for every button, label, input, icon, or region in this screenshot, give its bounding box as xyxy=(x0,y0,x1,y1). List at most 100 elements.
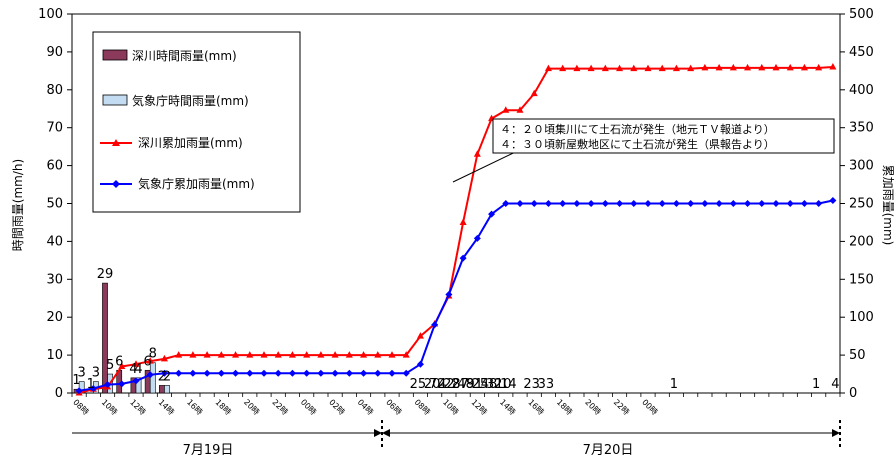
bar-value-label: 48 xyxy=(457,377,474,392)
point-fukagawa-cumulative xyxy=(317,351,325,358)
point-fukagawa-cumulative xyxy=(175,351,183,358)
x-tick-label: 14時 xyxy=(498,398,517,417)
point-jma-cumulative xyxy=(246,369,254,377)
point-fukagawa-cumulative xyxy=(829,63,837,70)
point-jma-cumulative xyxy=(431,321,439,329)
point-jma-cumulative xyxy=(587,200,595,207)
bar-value-label: 1 xyxy=(72,373,80,388)
y-left-tick-label: 40 xyxy=(46,234,63,249)
point-fukagawa-cumulative xyxy=(601,64,609,72)
x-tick-label: 16時 xyxy=(526,398,545,417)
point-jma-cumulative xyxy=(118,380,126,388)
x-tick-label: 00時 xyxy=(299,398,318,417)
point-jma-cumulative xyxy=(573,200,581,207)
x-tick-label: 00時 xyxy=(640,398,659,417)
y-left-tick-label: 30 xyxy=(46,272,63,287)
bar-value-label: 6 xyxy=(144,354,152,369)
point-jma-cumulative xyxy=(217,369,225,377)
day-arrow-2-tail xyxy=(382,429,390,437)
point-jma-cumulative xyxy=(530,200,538,207)
point-fukagawa-cumulative xyxy=(573,64,581,72)
bar-value-label: 4 xyxy=(134,362,142,377)
legend-label-fukagawa-bar: 深川時間雨量(mm) xyxy=(132,49,237,63)
y-left-tick-label: 10 xyxy=(46,348,63,363)
point-fukagawa-cumulative xyxy=(260,351,268,358)
point-jma-cumulative xyxy=(644,200,652,207)
point-jma-cumulative xyxy=(288,369,296,377)
point-fukagawa-cumulative xyxy=(772,63,780,71)
point-jma-cumulative xyxy=(445,290,453,298)
point-fukagawa-cumulative xyxy=(331,351,339,358)
point-jma-cumulative xyxy=(815,200,823,207)
bar-value-label: 22 xyxy=(443,377,460,392)
bar-value-label: 91 xyxy=(466,377,483,392)
y-right-tick-label: 250 xyxy=(849,197,874,212)
point-fukagawa-cumulative xyxy=(416,332,424,339)
point-jma-cumulative xyxy=(189,369,197,377)
x-tick-label: 10時 xyxy=(100,398,119,417)
x-tick-label: 22時 xyxy=(270,398,289,417)
point-jma-cumulative xyxy=(402,369,410,377)
legend-frame xyxy=(92,31,301,213)
point-jma-cumulative xyxy=(658,200,666,207)
x-tick-label: 08時 xyxy=(71,398,90,417)
point-fukagawa-cumulative xyxy=(345,351,353,358)
point-fukagawa-cumulative xyxy=(744,63,752,71)
point-fukagawa-cumulative xyxy=(715,63,723,71)
point-fukagawa-cumulative xyxy=(303,351,311,358)
point-fukagawa-cumulative xyxy=(516,106,524,113)
point-fukagawa-cumulative xyxy=(672,64,680,72)
y-left-tick-label: 0 xyxy=(55,386,63,401)
point-fukagawa-cumulative xyxy=(146,357,154,364)
point-fukagawa-cumulative xyxy=(360,351,368,358)
bar-value-label: 3 xyxy=(78,366,86,381)
bar-value-label: 10 xyxy=(495,377,512,392)
point-fukagawa-cumulative xyxy=(758,63,766,71)
point-fukagawa-cumulative xyxy=(274,351,282,358)
bar-value-label: 48 xyxy=(481,377,498,392)
bar-value-label: 1 xyxy=(87,377,95,392)
point-fukagawa-cumulative xyxy=(587,64,595,72)
bar-value-label: 8 xyxy=(149,347,157,362)
bar-value-label: 20 xyxy=(424,377,441,392)
point-fukagawa-cumulative xyxy=(786,63,794,71)
legend-label-fukagawa-line: 深川累加雨量(mm) xyxy=(138,136,243,150)
bar-value-label: 4 xyxy=(129,362,137,377)
point-fukagawa-cumulative xyxy=(288,351,296,358)
point-fukagawa-cumulative xyxy=(644,64,652,72)
bar-jma-hourly xyxy=(164,385,170,394)
bar-fukagawa-hourly xyxy=(159,385,165,394)
y-left-tick-label: 50 xyxy=(46,197,63,212)
point-jma-cumulative xyxy=(672,200,680,207)
point-jma-cumulative xyxy=(459,254,467,262)
bar-value-label: 2 xyxy=(158,369,166,384)
x-tick-label: 08時 xyxy=(413,398,432,417)
point-jma-cumulative xyxy=(374,369,382,377)
point-jma-cumulative xyxy=(360,369,368,377)
x-tick-label: 10時 xyxy=(441,398,460,417)
bar-value-label: 25 xyxy=(472,377,489,392)
x-tick-label: 12時 xyxy=(128,398,147,417)
point-jma-cumulative xyxy=(616,200,624,207)
point-jma-cumulative xyxy=(388,369,396,377)
x-tick-label: 04時 xyxy=(356,398,375,417)
point-fukagawa-cumulative xyxy=(530,89,538,97)
point-fukagawa-cumulative xyxy=(630,64,638,72)
point-fukagawa-cumulative xyxy=(118,362,126,369)
bar-value-label: 23 xyxy=(523,377,540,392)
annotation-line-1: ４：２０頃集川にて土石流が発生（地元ＴＶ報道より） xyxy=(500,122,775,136)
point-fukagawa-cumulative xyxy=(160,354,168,362)
y-left-tick-label: 70 xyxy=(46,121,63,136)
y-right-tick-label: 0 xyxy=(849,386,857,401)
point-jma-cumulative xyxy=(303,369,311,377)
point-jma-cumulative xyxy=(800,200,808,207)
point-jma-cumulative xyxy=(701,200,709,207)
point-fukagawa-cumulative xyxy=(616,64,624,72)
point-jma-cumulative xyxy=(345,369,353,377)
point-jma-cumulative xyxy=(160,369,168,377)
point-jma-cumulative xyxy=(75,387,83,395)
point-fukagawa-cumulative xyxy=(217,351,225,358)
y-right-tick-label: 350 xyxy=(849,121,874,136)
x-tick-label: 18時 xyxy=(213,398,232,417)
bar-value-label: 5 xyxy=(106,358,114,373)
